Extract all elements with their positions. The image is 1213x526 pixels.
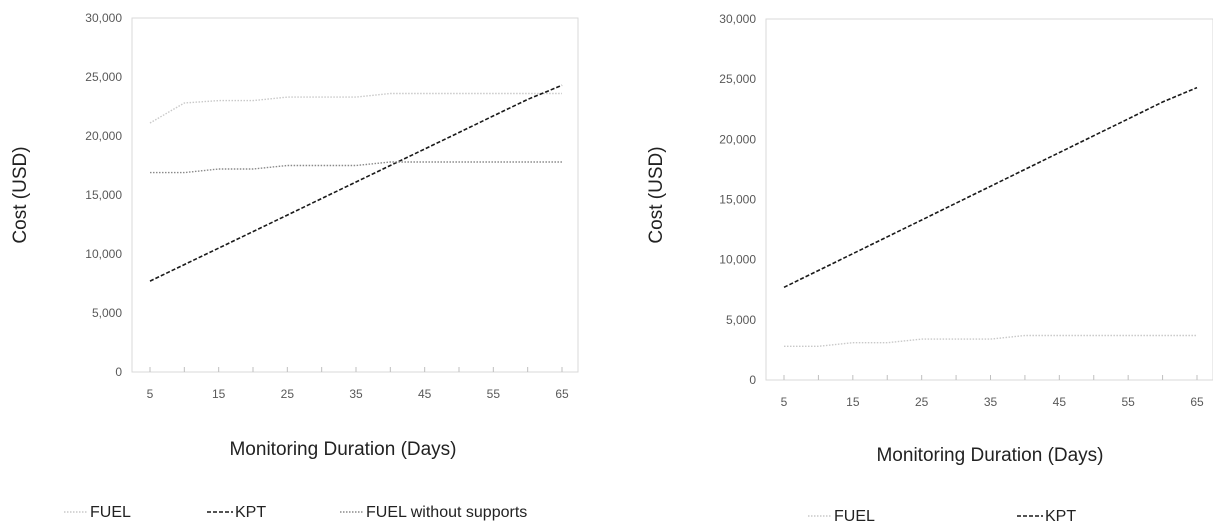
x-tick-label: 5 — [147, 387, 154, 401]
y-tick-label: 25,000 — [719, 72, 756, 86]
y-axis-title: Cost (USD) — [10, 146, 31, 243]
plot-area-left — [131, 17, 579, 373]
x-tick-label: 5 — [781, 395, 788, 409]
x-axis-title: Monitoring Duration (Days) — [876, 445, 1103, 466]
legend-label: KPT — [235, 504, 266, 521]
chart-left: 0 5,000 10,000 15,000 20,000 25,000 30,000 5 15 2… — [10, 11, 579, 521]
y-tick-label: 20,000 — [719, 132, 756, 146]
x-tick-label: 25 — [281, 387, 295, 401]
series-line-kpt — [783, 86, 1198, 289]
y-tick-label: 0 — [115, 365, 122, 379]
y-axis-title: Cost (USD) — [646, 146, 667, 243]
x-tick-label: 35 — [984, 395, 998, 409]
x-tick-label: 55 — [487, 387, 501, 401]
series-line-fuel-without-supports — [150, 161, 562, 174]
series-line-fuel — [784, 334, 1197, 347]
x-tick-label: 55 — [1121, 395, 1135, 409]
y-tick-label: 5,000 — [92, 306, 122, 320]
y-tick-label: 15,000 — [85, 188, 122, 202]
y-tick-label: 15,000 — [719, 193, 756, 207]
x-tick-label: 65 — [1190, 395, 1204, 409]
y-tick-label: 30,000 — [719, 12, 756, 26]
legend-label: KPT — [1045, 508, 1076, 525]
x-tick-label: 65 — [555, 387, 569, 401]
x-tick-label: 45 — [1053, 395, 1067, 409]
legend-label: FUEL without supports — [366, 504, 527, 521]
y-tick-label: 20,000 — [85, 129, 122, 143]
x-tick-label: 35 — [349, 387, 363, 401]
x-tick-label: 25 — [915, 395, 929, 409]
y-tick-label: 0 — [749, 373, 756, 387]
series-line-fuel — [149, 92, 562, 124]
y-tick-label: 10,000 — [719, 253, 756, 267]
x-tick-label: 15 — [212, 387, 226, 401]
plot-area-right — [765, 18, 1213, 381]
legend-label: FUEL — [90, 504, 131, 521]
series-line-kpt — [149, 84, 563, 282]
x-tick-label: 15 — [846, 395, 860, 409]
x-tick-label: 45 — [418, 387, 432, 401]
y-tick-label: 5,000 — [726, 313, 756, 327]
x-axis-title: Monitoring Duration (Days) — [229, 439, 456, 460]
chart-right: 0 5,000 10,000 15,000 20,000 25,000 30,000 5 15 2… — [646, 12, 1213, 525]
y-tick-label: 10,000 — [85, 247, 122, 261]
y-tick-label: 30,000 — [85, 11, 122, 25]
y-tick-label: 25,000 — [85, 70, 122, 84]
legend-label: FUEL — [834, 508, 875, 525]
